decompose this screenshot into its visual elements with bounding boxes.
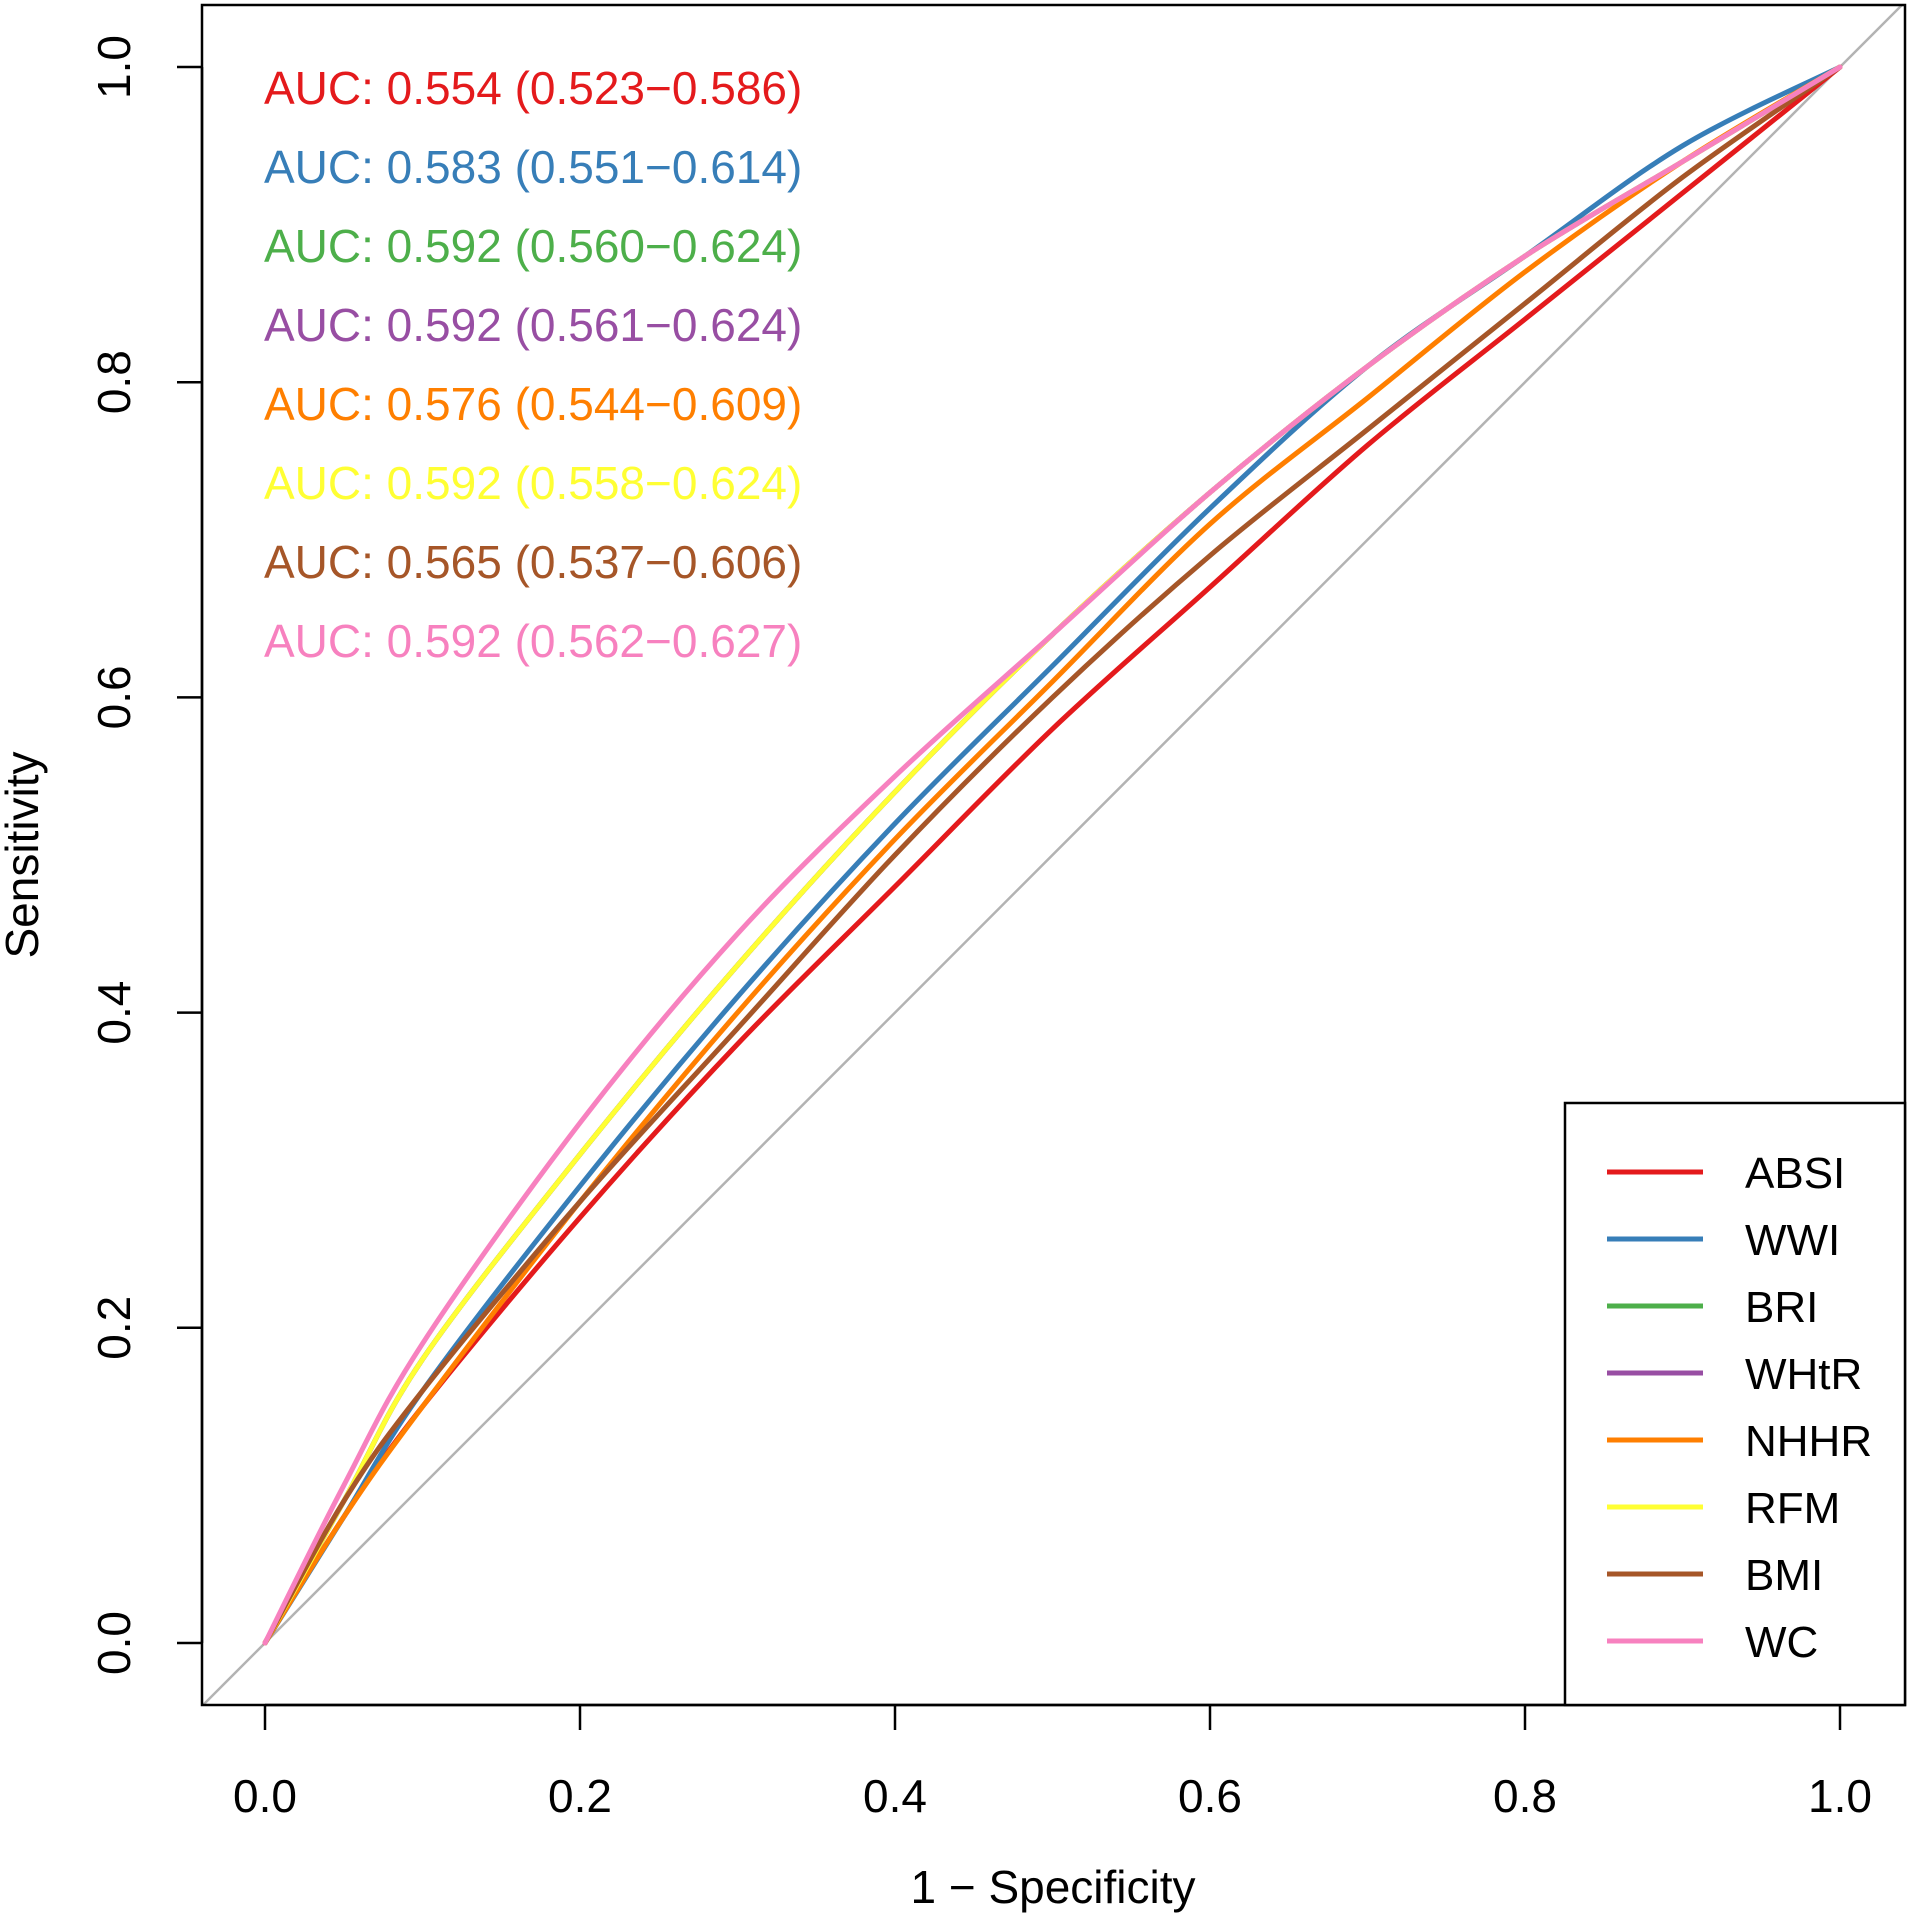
- x-tick-label: 0.2: [548, 1770, 612, 1822]
- x-axis-title: 1 − Specificity: [910, 1861, 1195, 1913]
- y-tick-label: 0.0: [88, 1611, 140, 1675]
- y-axis: 0.0 0.2 0.4 0.6 0.8 1.0: [88, 35, 204, 1675]
- x-tick-label: 0.6: [1178, 1770, 1242, 1822]
- legend-box: [1563, 1101, 1907, 1707]
- auc-label-whtr: AUC: 0.592 (0.561−0.624): [264, 299, 802, 351]
- auc-label-nhhr: AUC: 0.576 (0.544−0.609): [264, 378, 802, 430]
- series-line-bmi: [262, 64, 1843, 1646]
- y-tick-label: 1.0: [88, 35, 140, 99]
- series-layer: [262, 64, 1843, 1646]
- auc-label-absi: AUC: 0.554 (0.523−0.586): [264, 62, 802, 114]
- legend-label-whtr: WHtR: [1745, 1350, 1862, 1399]
- legend-label-rfm: RFM: [1745, 1484, 1840, 1533]
- series-line-nhhr: [262, 64, 1843, 1646]
- x-tick-label: 0.4: [863, 1770, 927, 1822]
- legend-label-wc: WC: [1745, 1618, 1818, 1667]
- y-tick-label: 0.2: [88, 1296, 140, 1360]
- auc-label-rfm: AUC: 0.592 (0.558−0.624): [264, 457, 802, 509]
- auc-label-bmi: AUC: 0.565 (0.537−0.606): [264, 536, 802, 588]
- y-tick-label: 0.6: [88, 665, 140, 729]
- auc-annotations: AUC: 0.554 (0.523−0.586) AUC: 0.583 (0.55…: [264, 62, 802, 667]
- reference-diagonal: [202, 4, 1903, 1706]
- x-tick-label: 0.8: [1493, 1770, 1557, 1822]
- legend-label-bmi: BMI: [1745, 1551, 1823, 1600]
- y-axis-title: Sensitivity: [0, 751, 48, 958]
- legend-label-absi: ABSI: [1745, 1149, 1845, 1198]
- auc-label-wwi: AUC: 0.583 (0.551−0.614): [264, 141, 802, 193]
- y-tick-label: 0.4: [88, 981, 140, 1045]
- y-tick-label: 0.8: [88, 350, 140, 414]
- x-axis: 0.0 0.2 0.4 0.6 0.8 1.0: [233, 1703, 1872, 1822]
- legend: ABSI WWI BRI WHtR NHHR RFM BMI WC: [1563, 1101, 1907, 1707]
- x-tick-label: 0.0: [233, 1770, 297, 1822]
- auc-label-bri: AUC: 0.592 (0.560−0.624): [264, 220, 802, 272]
- series-line-wc: [262, 64, 1843, 1646]
- legend-label-bri: BRI: [1745, 1283, 1818, 1332]
- legend-label-nhhr: NHHR: [1745, 1417, 1872, 1466]
- x-tick-label: 1.0: [1808, 1770, 1872, 1822]
- reference-layer: [202, 4, 1903, 1706]
- legend-label-wwi: WWI: [1745, 1216, 1840, 1265]
- auc-label-wc: AUC: 0.592 (0.562−0.627): [264, 615, 802, 667]
